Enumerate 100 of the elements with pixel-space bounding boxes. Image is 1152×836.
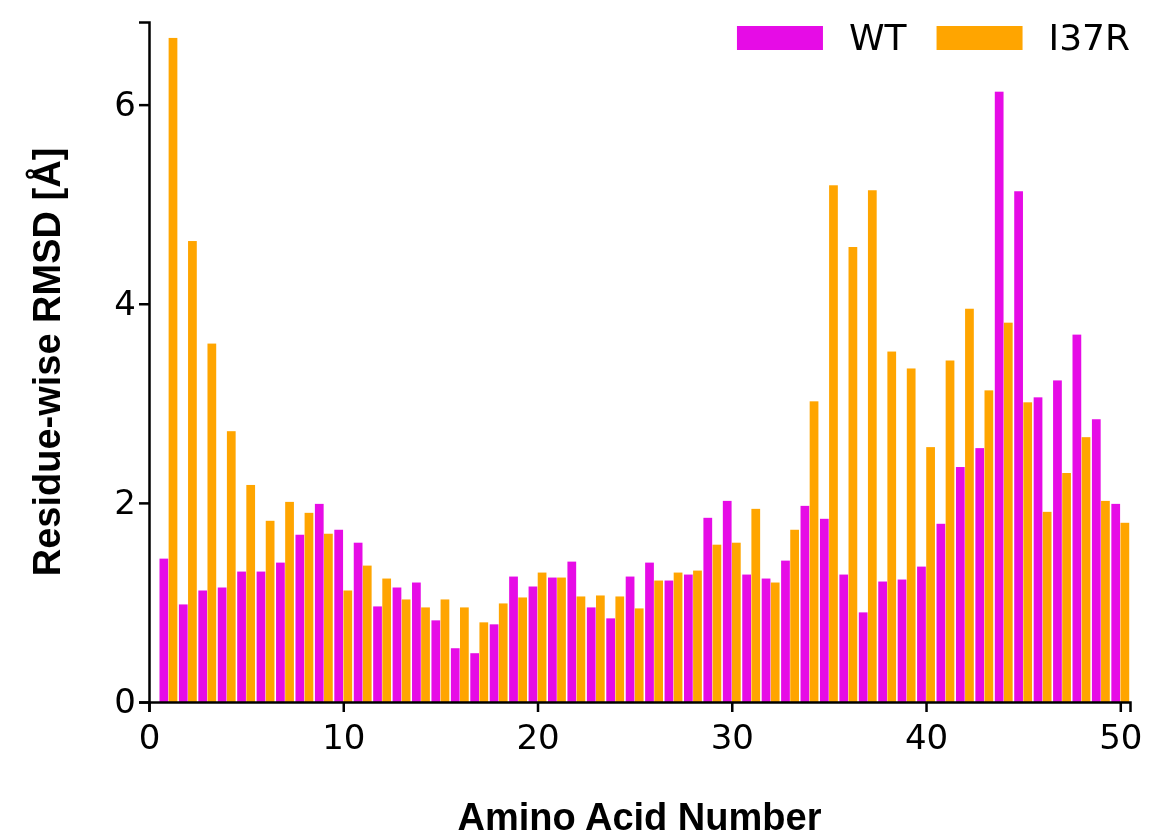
bar (722, 500, 732, 702)
bar (537, 572, 547, 702)
bar (450, 648, 460, 702)
bar (848, 247, 858, 702)
bar (226, 431, 236, 702)
bar (887, 351, 897, 702)
bar (878, 581, 887, 702)
bar (401, 599, 411, 702)
bar (742, 574, 751, 702)
bar (945, 360, 955, 702)
bar (761, 578, 771, 702)
bar (412, 582, 421, 702)
bar (703, 517, 713, 702)
bar (1014, 191, 1023, 702)
bar (421, 607, 430, 702)
x-tick-label: 20 (516, 717, 560, 757)
bar (324, 533, 333, 702)
bar (548, 577, 557, 702)
bar (1033, 397, 1043, 702)
bar (373, 606, 382, 702)
bar (343, 590, 353, 702)
bar (1062, 473, 1071, 702)
bar (1081, 437, 1091, 702)
bar (654, 580, 664, 702)
bar (1101, 500, 1110, 702)
bar (509, 576, 518, 702)
bar (936, 523, 946, 702)
bar (994, 91, 1004, 702)
bar (188, 241, 197, 702)
bar (392, 587, 402, 702)
bar (207, 343, 217, 702)
bar (926, 447, 935, 702)
bar (178, 604, 188, 702)
bar (256, 571, 266, 702)
bar (567, 561, 577, 702)
bar (198, 590, 208, 702)
bar (362, 565, 372, 702)
bar (1023, 402, 1033, 702)
bar (168, 37, 178, 702)
x-tick-label: 30 (710, 717, 754, 757)
legend-label: I37R (1048, 17, 1130, 58)
y-tick-label: 4 (114, 283, 136, 324)
bar (498, 603, 508, 702)
bar (295, 534, 305, 702)
bar (353, 542, 363, 702)
bar (770, 582, 780, 702)
bar (431, 620, 441, 702)
bar (975, 448, 985, 702)
bar (1120, 522, 1130, 702)
bar (731, 542, 741, 702)
bar (917, 566, 926, 702)
bar (867, 190, 877, 702)
bar (839, 574, 849, 702)
bar (897, 579, 907, 702)
bar (1091, 419, 1101, 702)
bar (518, 597, 528, 702)
bar (809, 401, 819, 702)
bar (693, 570, 702, 702)
bar (576, 596, 586, 702)
bar (906, 368, 916, 702)
bar (1072, 334, 1082, 702)
bar (276, 562, 285, 702)
bar (829, 185, 838, 702)
bar (645, 562, 654, 702)
x-tick-label: 50 (1099, 717, 1143, 757)
bar (712, 544, 722, 702)
bar (858, 612, 868, 702)
bar (470, 653, 480, 702)
legend-label: WT (848, 17, 908, 58)
bar (528, 586, 538, 702)
bar (984, 390, 994, 702)
y-tick-label: 2 (114, 482, 136, 523)
bar (285, 501, 294, 702)
bar (664, 580, 674, 702)
bar (1053, 380, 1062, 702)
bar (634, 608, 644, 702)
y-tick-label: 6 (114, 84, 136, 125)
bar (819, 518, 829, 702)
bar (751, 508, 761, 702)
bar (489, 624, 499, 702)
bar (683, 574, 693, 702)
bar (595, 595, 605, 702)
bar (237, 571, 246, 702)
bar (955, 467, 965, 702)
bar (265, 520, 275, 702)
bar (781, 560, 790, 702)
x-tick-label: 40 (904, 717, 949, 757)
x-axis-title: Amino Acid Number (457, 796, 822, 836)
bar (334, 529, 344, 702)
bar (557, 577, 566, 702)
y-tick-label: 0 (114, 681, 136, 722)
bar (965, 308, 974, 702)
bar (1111, 503, 1121, 702)
bar (1003, 322, 1013, 702)
y-axis-title: Residue-wise RMSD [Å] (25, 147, 68, 577)
bar (217, 587, 227, 702)
bar (479, 622, 489, 702)
bar (606, 618, 616, 702)
bar (246, 484, 256, 702)
bar (159, 558, 169, 702)
